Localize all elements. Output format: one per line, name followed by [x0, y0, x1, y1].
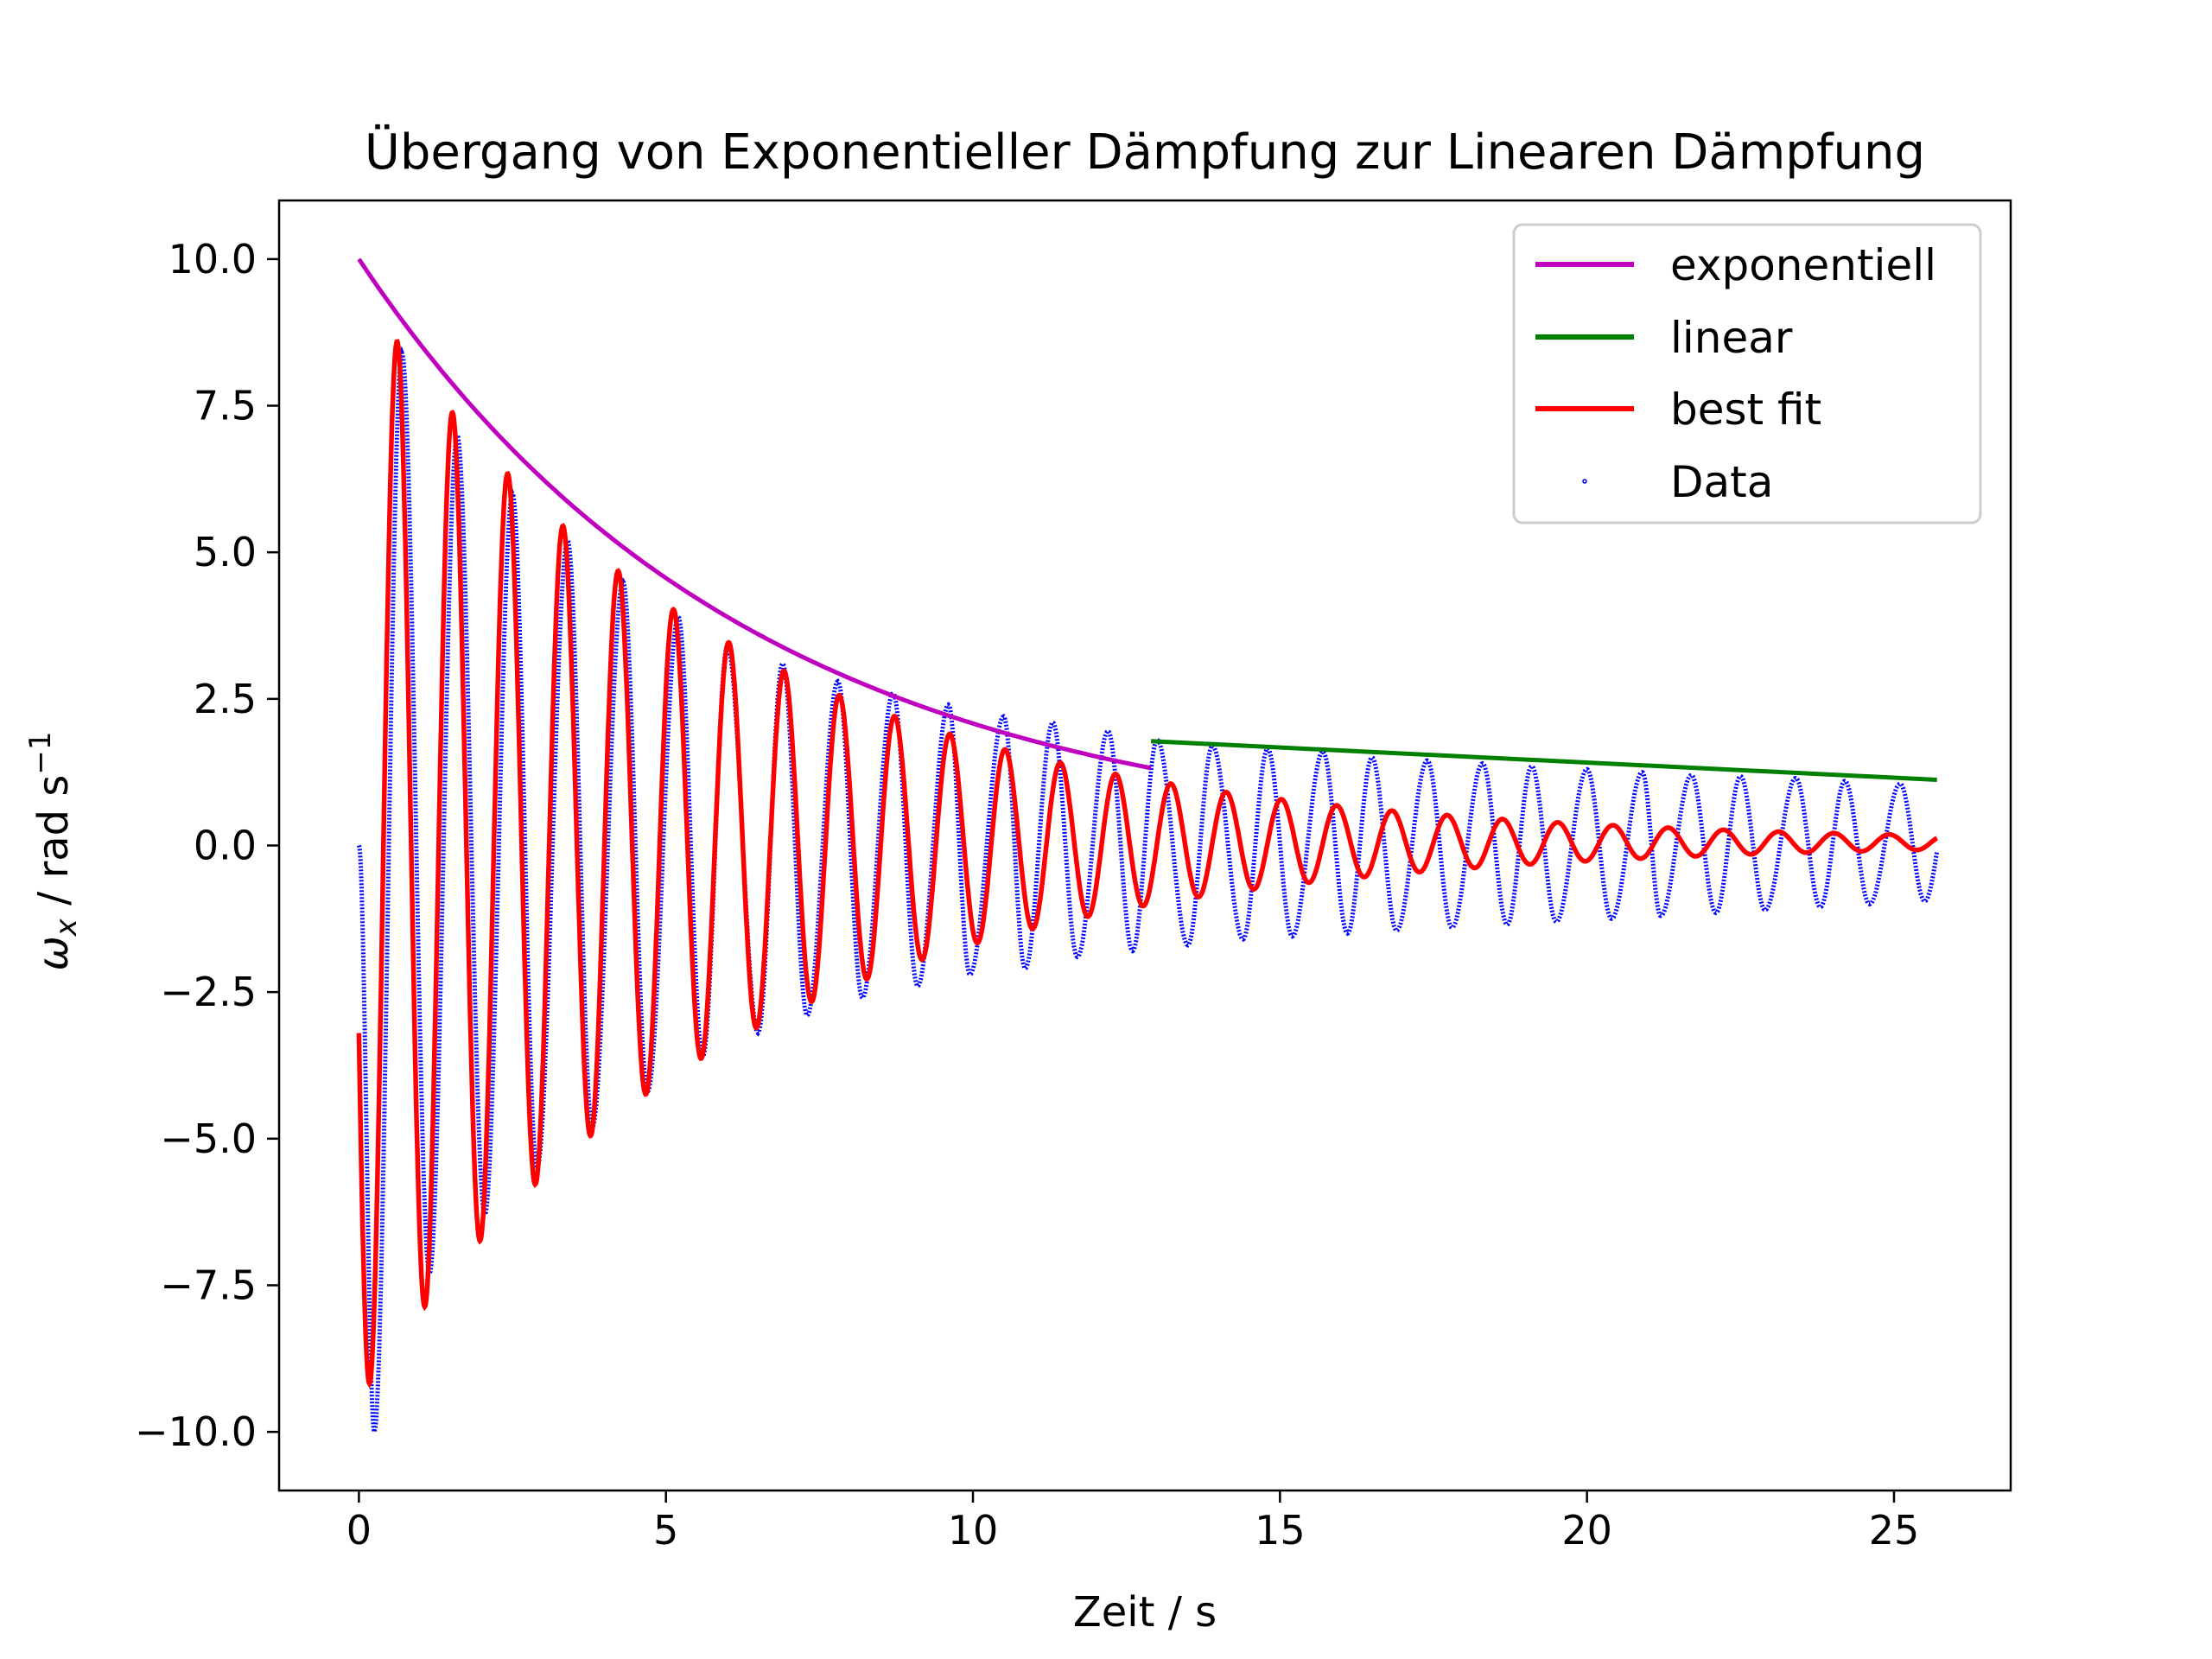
legend-label-exponentiell: exponentiell	[1670, 240, 1936, 290]
y-tick-label-5: −2.5	[160, 969, 257, 1015]
x-tick-label-10: 10	[948, 1507, 999, 1554]
y-tick-label-1: 7.5	[194, 383, 257, 429]
legend-label-linear: linear	[1670, 313, 1793, 363]
y-tick-label-4: 0.0	[194, 823, 257, 869]
legend-marker-data	[1582, 479, 1587, 484]
y-tick-label-6: −5.0	[160, 1116, 257, 1162]
x-tick-label-5: 5	[653, 1507, 678, 1554]
legend-frame	[1512, 223, 1982, 524]
y-tick-label-7: −7.5	[160, 1262, 257, 1308]
y-tick-label-8: −10.0	[135, 1408, 257, 1455]
y-axis-label-symbol: ω	[29, 936, 78, 970]
x-tick-label-15: 15	[1255, 1507, 1306, 1554]
data-layer	[356, 257, 1940, 1440]
x-axis-label: Zeit / s	[1073, 1588, 1217, 1637]
ticks-layer: 0 5 10 15 20 25 10.0 7.5 5.0 2.5 0.0 −2.5 −5.0 −7.5 −1…	[135, 236, 1919, 1554]
chart-title: Übergang von Exponentieller Dämpfung zur…	[365, 124, 1925, 181]
legend-label-best-fit: best fit	[1670, 385, 1821, 435]
y-tick-label-0: 10.0	[168, 236, 257, 283]
x-tick-label-0: 0	[346, 1507, 372, 1554]
y-tick-label-3: 2.5	[194, 676, 257, 722]
y-axis-label: ωx / rad s−1	[23, 731, 84, 970]
series-linear	[1150, 739, 1937, 782]
series-exponentiell	[357, 257, 1152, 771]
legend-label-data: Data	[1670, 457, 1773, 507]
x-tick-label-25: 25	[1869, 1507, 1920, 1554]
x-tick-label-20: 20	[1561, 1507, 1612, 1554]
y-axis-label-subscript: x	[49, 918, 84, 937]
legend: exponentiell linear best fit Data	[1512, 223, 1982, 524]
y-tick-label-2: 5.0	[194, 529, 257, 575]
y-axis-label-superscript: −1	[23, 731, 58, 774]
series-best-fit	[356, 339, 1938, 1389]
y-axis-label-unit: / rad s	[29, 775, 78, 919]
